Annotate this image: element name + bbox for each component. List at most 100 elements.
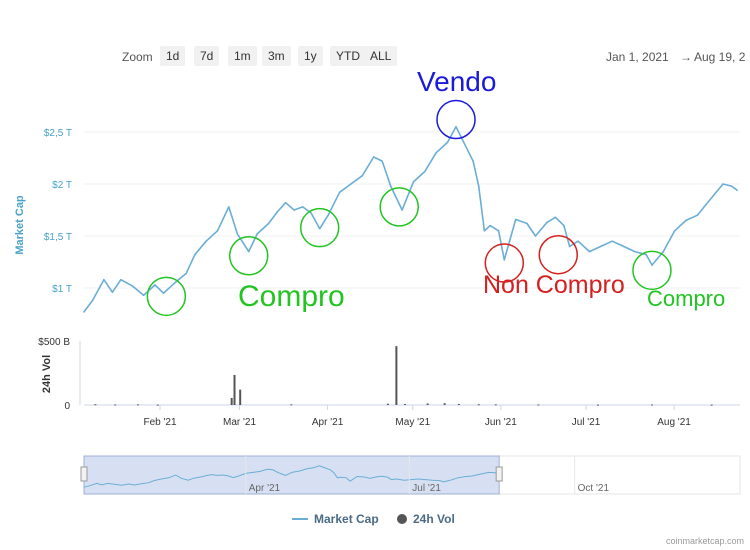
market-cap-point	[142, 294, 145, 297]
market-cap-point	[730, 185, 733, 187]
legend-volume-label: 24h Vol	[413, 512, 455, 526]
volume-bar	[650, 404, 653, 406]
market-cap-point	[662, 250, 665, 253]
volume-bar	[426, 403, 429, 405]
market-cap-point	[651, 264, 653, 266]
volume-bar	[710, 404, 713, 406]
market-cap-point	[563, 224, 565, 227]
range-from-date[interactable]: Jan 1, 2021	[606, 50, 669, 64]
volume-bar	[239, 389, 242, 405]
grid-lines	[79, 131, 740, 406]
zoom-all-button[interactable]: ALL	[364, 46, 398, 66]
no-buy-annotation: Non Compro	[483, 271, 625, 299]
zoom-1d-button[interactable]: 1d	[160, 46, 186, 66]
market-cap-point	[267, 222, 270, 225]
market-cap-point	[736, 189, 738, 192]
volume-bars	[94, 346, 713, 406]
market-cap-point	[256, 233, 259, 235]
volume-bar	[94, 404, 97, 406]
buy-circle	[228, 236, 269, 276]
volume-bar	[537, 404, 540, 406]
market-cap-point	[600, 245, 602, 248]
zoom-ytd-button[interactable]: YTD	[330, 46, 366, 66]
volume-bar	[136, 404, 139, 406]
market-cap-point	[546, 221, 548, 224]
market-cap-point	[284, 201, 287, 204]
market-cap-point	[228, 206, 230, 208]
legend-market-cap-label: Market Cap	[314, 512, 379, 526]
x-tick-label: Aug '21	[657, 417, 691, 428]
no-buy-circle	[538, 234, 579, 275]
legend-volume[interactable]: 24h Vol	[397, 512, 455, 526]
zoom-label: Zoom	[122, 50, 153, 64]
x-tick-label: Jul '21	[572, 417, 601, 428]
y-axis-label: Market Cap	[14, 195, 26, 255]
market-cap-point	[446, 141, 449, 144]
buy-annotation: Compro	[238, 280, 345, 313]
market-cap-point	[372, 156, 375, 158]
market-cap-point	[472, 160, 474, 162]
source-credit: coinmarketcap.com	[665, 536, 744, 546]
market-cap-point	[350, 183, 352, 185]
volume-bar	[386, 403, 389, 405]
zoom-3m-button[interactable]: 3m	[262, 46, 291, 66]
market-cap-point	[205, 240, 207, 242]
navigator-tick-label: Jul '21	[412, 483, 441, 494]
market-cap-point	[193, 253, 196, 256]
market-cap-point	[131, 285, 134, 287]
navigator-handle[interactable]	[80, 466, 88, 482]
market-cap-point	[162, 292, 165, 295]
market-cap-series	[83, 126, 738, 313]
market-cap-point	[301, 206, 304, 208]
zoom-1y-button[interactable]: 1y	[298, 46, 323, 66]
market-cap-point	[120, 278, 122, 281]
x-tick-label: May '21	[395, 417, 430, 428]
market-cap-point	[526, 222, 528, 225]
zoom-1m-button[interactable]: 1m	[228, 46, 257, 66]
market-cap-point	[483, 230, 486, 232]
buy-circle	[299, 207, 340, 248]
market-cap-point	[497, 230, 500, 232]
volume-bar	[233, 374, 236, 405]
market-cap-point	[534, 235, 537, 237]
market-cap-point	[318, 227, 321, 230]
legend-market-cap[interactable]: Market Cap	[292, 512, 379, 526]
market-cap-point	[423, 170, 426, 173]
volume-bar	[457, 403, 460, 405]
buy-circle	[379, 187, 419, 227]
buy-annotation-2: Compro	[647, 286, 726, 311]
y-tick-label: $1 T	[52, 284, 72, 295]
volume-bar	[443, 403, 446, 405]
market-cap-point	[111, 291, 114, 293]
range-to-date[interactable]: Aug 19, 2	[694, 50, 746, 64]
y-tick-label: $2,5 T	[44, 128, 72, 139]
market-cap-point	[293, 209, 295, 211]
volume-bar	[395, 346, 398, 405]
volume-bar	[597, 404, 600, 406]
market-cap-point	[381, 160, 383, 162]
y-tick-label: $2 T	[52, 180, 72, 191]
market-cap-point	[503, 259, 506, 261]
market-cap-point	[236, 233, 239, 235]
navigator-ticks: Apr '21 Jul '21 Oct '21	[245, 456, 609, 494]
market-cap-point	[568, 245, 571, 248]
market-cap-point	[327, 214, 330, 216]
navigator-handle[interactable]	[495, 466, 503, 482]
market-cap-point	[577, 240, 579, 242]
x-tick-label: Feb '21	[144, 417, 177, 428]
market-cap-point	[477, 185, 480, 187]
highlight-circles	[146, 99, 672, 317]
market-cap-point	[634, 250, 636, 253]
line-swatch-icon	[292, 518, 308, 520]
market-cap-point	[174, 282, 176, 284]
market-cap-point	[338, 191, 341, 194]
market-cap-point	[154, 284, 156, 286]
market-cap-point	[713, 193, 716, 196]
zoom-7d-button[interactable]: 7d	[194, 46, 220, 66]
y-tick-label: $1,5 T	[44, 232, 72, 243]
navigator[interactable]	[80, 455, 741, 495]
volume-bar	[290, 404, 293, 406]
market-cap-point	[554, 216, 557, 219]
y-axis-ticks: $1 T $1,5 T $2 T $2,5 T	[44, 128, 72, 295]
